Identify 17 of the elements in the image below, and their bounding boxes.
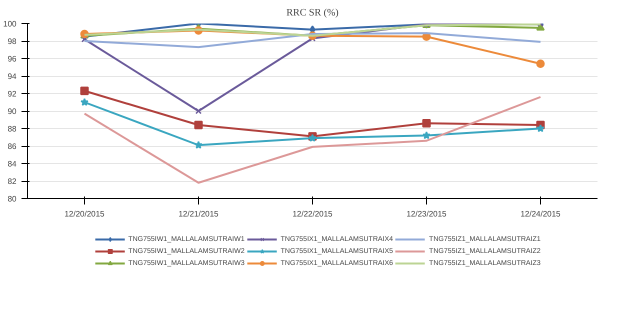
y-tick-label: 100 (3, 20, 18, 28)
y-tick-label: 84 (8, 160, 18, 168)
x-tick-label: 12/21/2015 (178, 210, 220, 218)
y-tick-label: 98 (8, 37, 18, 46)
x-tick-label: 12/22/2015 (292, 210, 334, 218)
y-tick-label: 80 (8, 194, 18, 204)
x-tick-label: 12/24/2015 (520, 210, 562, 218)
chart-title: RRC SR (%) (286, 8, 339, 18)
y-tick-label: 94 (8, 72, 18, 81)
y-tick-label: 86 (8, 142, 18, 151)
y-tick-label: 92 (8, 90, 18, 98)
x-tick-label: 12/20/2015 (64, 210, 106, 218)
y-tick-label: 90 (8, 107, 18, 116)
y-tick-label: 96 (8, 54, 18, 64)
y-tick-label: 82 (8, 177, 18, 186)
y-tick-label: 88 (8, 124, 18, 134)
x-tick-label: 12/23/2015 (406, 210, 448, 218)
